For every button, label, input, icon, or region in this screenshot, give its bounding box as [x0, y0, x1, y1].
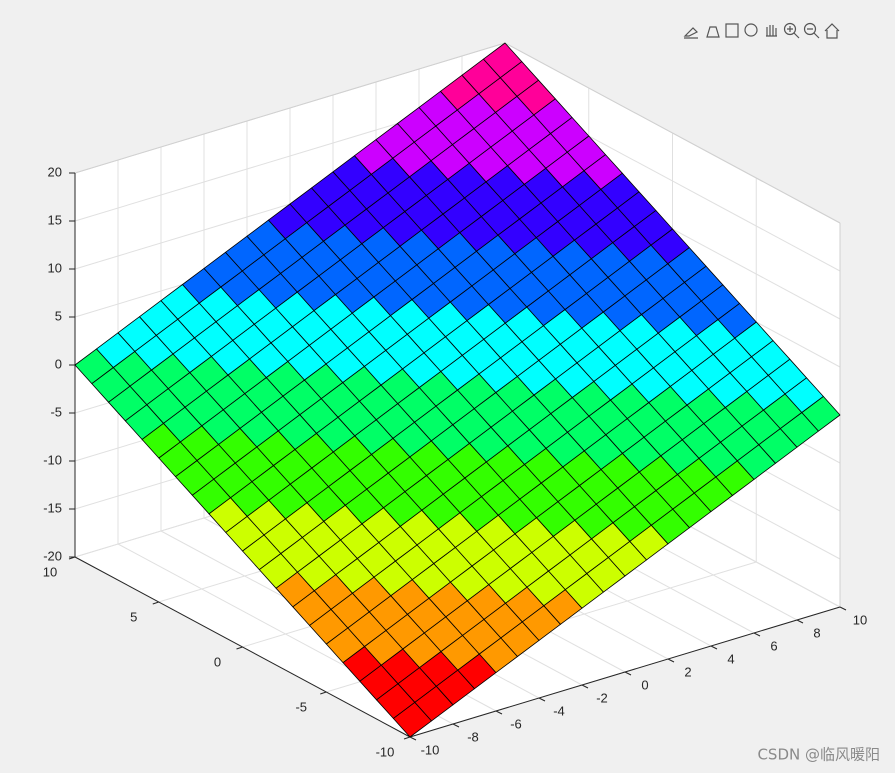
legend-icon[interactable] [725, 23, 739, 38]
y-tick [68, 556, 76, 560]
z-tick-label: 10 [48, 260, 62, 275]
axes: -20-15-10-505101520-10-8-6-4-20246810-10… [43, 42, 867, 759]
x-tick-label: 8 [813, 625, 820, 640]
x-tick-label: -6 [510, 716, 522, 731]
watermark: CSDN @临风暖阳 [757, 746, 880, 764]
y-tick [152, 601, 159, 605]
z-tick-label: 5 [55, 308, 62, 323]
y-tick-label: -5 [295, 699, 307, 714]
x-tick [538, 697, 546, 702]
x-tick-label: 0 [641, 677, 648, 692]
x-tick [624, 671, 632, 676]
pan-icon[interactable] [766, 25, 777, 37]
z-tick-label: -20 [43, 548, 62, 563]
x-tick [452, 723, 460, 728]
x-tick-label: -2 [596, 690, 608, 705]
x-tick [581, 684, 589, 689]
box-edge [74, 42, 506, 174]
z-tick-label: -5 [50, 404, 62, 419]
x-tick-label: 10 [853, 612, 867, 627]
y-tick [236, 646, 243, 650]
brush-icon[interactable] [683, 27, 699, 39]
x-tick [839, 606, 847, 611]
x-tick [753, 632, 761, 637]
x-tick [710, 645, 718, 650]
x-tick-label: 4 [727, 651, 734, 666]
z-tick-label: -10 [43, 452, 62, 467]
surface-face [483, 42, 523, 79]
y-tick-label: 5 [130, 609, 137, 624]
y-tick-label: 10 [43, 564, 57, 579]
x-tick-label: -8 [467, 729, 479, 744]
datatip-icon[interactable] [706, 26, 720, 38]
rotate-icon[interactable] [744, 23, 758, 37]
x-tick-label: -10 [421, 742, 440, 757]
z-tick-label: 20 [48, 164, 62, 179]
x-tick-label: 2 [684, 664, 691, 679]
toolbar [683, 22, 840, 39]
z-tick-label: -15 [43, 500, 62, 515]
z-tick-label: 0 [55, 356, 62, 371]
box-edge [504, 42, 841, 224]
x-tick [409, 736, 417, 741]
y-tick [403, 736, 411, 740]
y-tick-label: -10 [376, 744, 395, 759]
y-tick-label: 0 [214, 654, 221, 669]
x-tick-label: 6 [770, 638, 777, 653]
z-tick-label: 15 [48, 212, 62, 227]
zoom-in-icon[interactable] [783, 22, 800, 39]
x-tick [495, 710, 503, 715]
home-icon[interactable] [824, 23, 840, 39]
x-tick [796, 619, 804, 624]
zoom-out-icon[interactable] [803, 22, 820, 39]
x-tick-label: -4 [553, 703, 565, 718]
x-tick [667, 658, 675, 663]
y-tick [320, 691, 327, 695]
